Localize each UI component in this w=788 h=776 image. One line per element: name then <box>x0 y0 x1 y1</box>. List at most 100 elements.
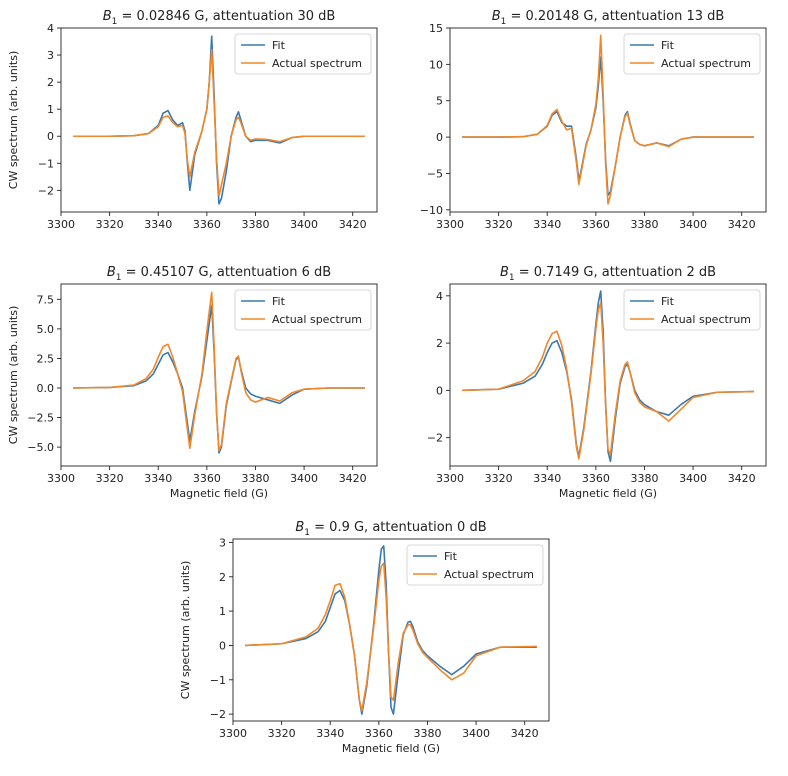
chart-title: B1 = 0.7149 G, attentuation 2 dB <box>500 265 716 283</box>
legend-box <box>406 544 544 586</box>
x-tick-label: 3320 <box>485 218 513 231</box>
series-line-actual <box>73 291 365 452</box>
title-symbol: B <box>107 265 116 280</box>
x-tick-label: 3420 <box>339 218 367 231</box>
legend-box <box>623 33 761 75</box>
y-tick-label: 0.0 <box>37 382 55 395</box>
x-tick-label: 3400 <box>290 472 318 485</box>
axes-frame <box>449 27 767 213</box>
x-tick-label: 3380 <box>630 472 658 485</box>
title-text: = 0.7149 G, attentuation 2 dB <box>515 265 716 280</box>
y-tick-label: 1 <box>219 605 226 618</box>
axes-frame <box>60 27 378 213</box>
x-axis-label: Magnetic field (G) <box>559 487 657 500</box>
x-tick-label: 3420 <box>728 218 756 231</box>
y-tick-label: 15 <box>429 22 443 35</box>
legend: Fit Actual spectrum <box>623 33 761 75</box>
legend-label-fit: Fit <box>661 39 675 52</box>
y-tick-label: −1 <box>38 157 54 170</box>
y-tick-label: −2.5 <box>27 412 54 425</box>
y-tick-label: 5 <box>436 95 443 108</box>
series-line-actual <box>462 302 754 460</box>
axes-frame <box>449 283 767 467</box>
x-tick-label: 3380 <box>630 218 658 231</box>
title-subscript: 1 <box>509 273 515 283</box>
title-subscript: 1 <box>501 17 507 27</box>
x-tick-label: 3300 <box>219 727 247 740</box>
x-tick-label: 3380 <box>413 727 441 740</box>
title-text: = 0.20148 G, attentuation 13 dB <box>506 9 724 24</box>
x-tick-label: 3420 <box>511 727 539 740</box>
x-tick-label: 3340 <box>316 727 344 740</box>
x-tick-label: 3360 <box>582 218 610 231</box>
x-tick-label: 3300 <box>436 472 464 485</box>
chart-panel-1: 3300 3320 3340 3360 3380 3400 3420 −2 −1 0 1 2 3 4 B1 … <box>7 9 378 231</box>
axes-frame <box>60 283 378 467</box>
y-tick-label: −2 <box>38 184 54 197</box>
y-tick-label: 1 <box>47 103 54 116</box>
x-tick-label: 3380 <box>241 472 269 485</box>
y-tick-label: 4 <box>436 290 443 303</box>
y-tick-label: −10 <box>420 204 443 217</box>
series-line-fit <box>462 56 754 197</box>
y-tick-label: 0 <box>219 639 226 652</box>
legend-label-fit: Fit <box>661 295 675 308</box>
x-tick-label: 3320 <box>96 472 124 485</box>
y-tick-label: −2 <box>427 432 443 445</box>
y-tick-label: 0 <box>47 130 54 143</box>
x-tick-label: 3360 <box>193 218 221 231</box>
legend-label-fit: Fit <box>272 39 286 52</box>
x-tick-label: 3340 <box>533 472 561 485</box>
y-tick-label: 5.0 <box>37 323 55 336</box>
series-line-actual <box>73 48 365 197</box>
legend: Fit Actual spectrum <box>623 289 761 331</box>
y-tick-label: 10 <box>429 58 443 71</box>
y-tick-label: 7.5 <box>37 293 55 306</box>
x-tick-label: 3400 <box>679 472 707 485</box>
chart-title: B1 = 0.20148 G, attentuation 13 dB <box>492 9 725 27</box>
x-tick-label: 3400 <box>462 727 490 740</box>
y-tick-label: 2 <box>47 76 54 89</box>
y-axis-label: CW spectrum (arb. units) <box>179 561 192 699</box>
legend: Fit Actual spectrum <box>234 33 372 75</box>
y-tick-label: 3 <box>47 49 54 62</box>
title-subscript: 1 <box>304 528 310 538</box>
legend-label-actual: Actual spectrum <box>661 313 751 326</box>
legend-label-fit: Fit <box>272 295 286 308</box>
axes-frame <box>232 538 550 722</box>
legend-label-actual: Actual spectrum <box>444 568 534 581</box>
x-tick-label: 3400 <box>290 218 318 231</box>
x-tick-label: 3420 <box>339 472 367 485</box>
y-tick-label: 2 <box>436 337 443 350</box>
x-tick-label: 3360 <box>365 727 393 740</box>
title-text: = 0.9 G, attentuation 0 dB <box>310 520 487 535</box>
y-tick-label: 0 <box>436 131 443 144</box>
y-tick-label: 0 <box>436 384 443 397</box>
x-tick-label: 3420 <box>728 472 756 485</box>
series-line-actual <box>245 562 537 712</box>
y-tick-label: 2.5 <box>37 352 55 365</box>
legend-label-actual: Actual spectrum <box>272 57 362 70</box>
chart-title: B1 = 0.9 G, attentuation 0 dB <box>295 520 486 538</box>
x-tick-label: 3300 <box>47 218 75 231</box>
x-tick-label: 3300 <box>47 472 75 485</box>
chart-panel-3: 3300 3320 3340 3360 3380 3400 3420 −5.0 −2.5 0.0 2… <box>7 265 378 500</box>
x-tick-label: 3340 <box>533 218 561 231</box>
x-tick-label: 3320 <box>96 218 124 231</box>
title-symbol: B <box>295 520 304 535</box>
y-tick-label: −5 <box>427 167 443 180</box>
legend: Fit Actual spectrum <box>406 544 544 586</box>
legend-label-actual: Actual spectrum <box>661 57 751 70</box>
legend: Fit Actual spectrum <box>234 289 372 331</box>
chart-panel-4: 3300 3320 3340 3360 3380 3400 3420 −2 0 2 4 B1 = 0.… <box>427 265 767 500</box>
y-tick-label: 3 <box>219 536 226 549</box>
title-symbol: B <box>492 9 501 24</box>
x-tick-label: 3320 <box>268 727 296 740</box>
x-tick-label: 3340 <box>144 472 172 485</box>
y-tick-label: −5.0 <box>27 441 54 454</box>
title-text: = 0.02846 G, attentuation 30 dB <box>117 9 335 24</box>
x-tick-label: 3300 <box>436 218 464 231</box>
x-tick-label: 3400 <box>679 218 707 231</box>
